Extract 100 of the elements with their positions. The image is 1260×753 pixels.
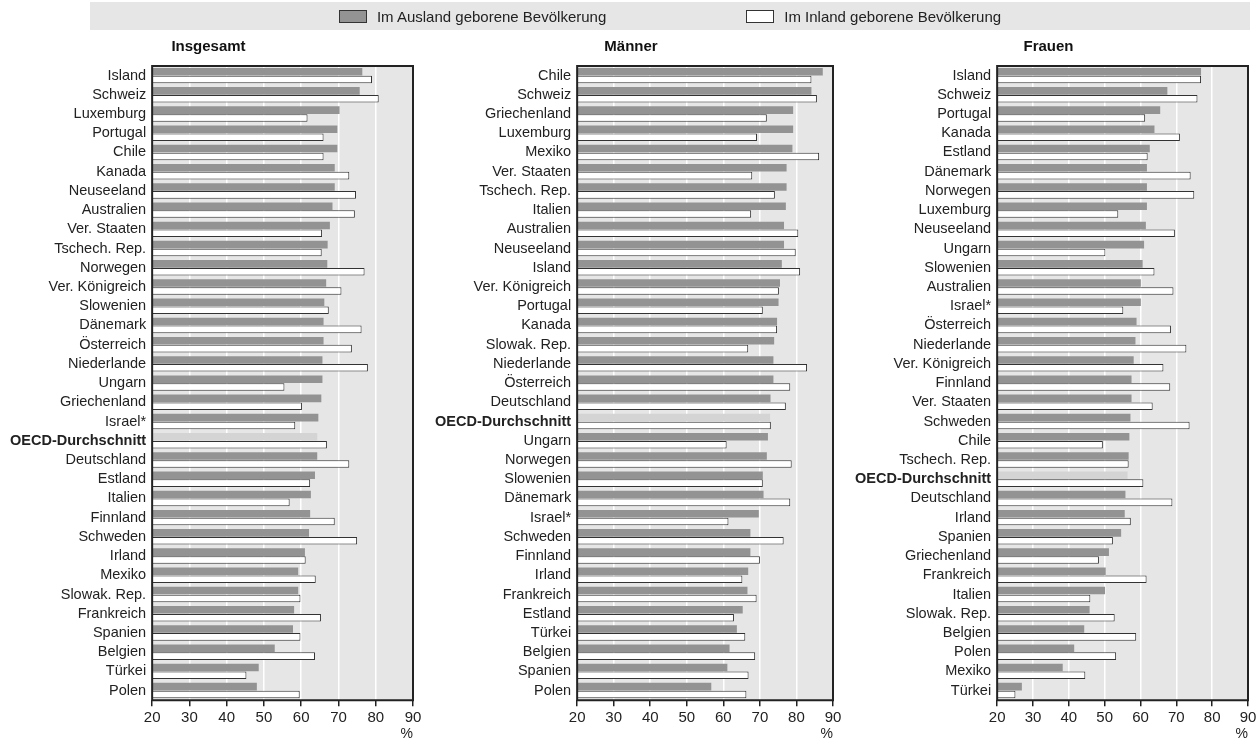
y-tick-label: Belgien <box>522 643 572 660</box>
y-tick-label: Luxemburg <box>498 124 572 141</box>
y-tick-label: Deutschland <box>65 450 147 467</box>
y-tick-label: Island <box>952 66 992 83</box>
x-tick-label: 20 <box>988 708 1006 726</box>
y-tick-label: Israel* <box>530 508 572 525</box>
y-tick-label: Neuseeland <box>68 181 147 198</box>
y-tick-label: Ver. Königreich <box>893 354 992 371</box>
x-tick-label: 60 <box>1132 708 1149 726</box>
y-tick-label: Schweiz <box>92 85 147 102</box>
y-tick-label: Luxemburg <box>73 105 147 122</box>
y-tick-label: Spanien <box>937 527 992 544</box>
x-tick-label: 80 <box>1203 708 1221 726</box>
y-tick-label: Chile <box>958 431 992 448</box>
x-tick-label: 30 <box>605 708 623 726</box>
y-tick-label: Schweiz <box>517 85 572 102</box>
y-tick-label: Deutschland <box>490 393 572 410</box>
chart-title: Männer <box>604 37 658 55</box>
y-tick-label: Finnland <box>935 374 992 391</box>
y-tick-label: Ver. Staaten <box>67 220 147 237</box>
y-tick-label: Australien <box>506 220 572 237</box>
y-tick-label: Frankreich <box>77 604 147 621</box>
y-tick-label: Israel* <box>105 412 147 429</box>
y-tick-label: Belgien <box>942 623 992 640</box>
y-tick-label: Tschech. Rep. <box>479 181 572 198</box>
x-tick-label: 50 <box>255 708 273 726</box>
y-tick-label: Frankreich <box>502 585 572 602</box>
y-tick-label: OECD-Durchschnitt <box>9 431 147 448</box>
y-tick-label: Österreich <box>924 315 992 333</box>
y-tick-label: Mexiko <box>525 143 572 160</box>
x-tick-label: 50 <box>1096 708 1113 726</box>
y-tick-label: Türkei <box>105 662 147 679</box>
y-tick-label: Neuseeland <box>493 239 572 256</box>
y-tick-label: Ungarn <box>523 431 572 448</box>
x-tick-label: 20 <box>568 708 586 726</box>
y-tick-label: Dänemark <box>79 316 147 333</box>
y-tick-label: Belgien <box>97 643 147 660</box>
x-axis-title: % <box>400 725 413 742</box>
y-tick-label: Ver. Königreich <box>48 278 147 295</box>
y-tick-label: Polen <box>954 643 992 660</box>
y-tick-label: Spanien <box>517 662 572 679</box>
y-tick-label: Ver. Staaten <box>492 162 572 179</box>
x-tick-label: 80 <box>788 708 805 726</box>
y-tick-label: Ungarn <box>943 239 992 256</box>
x-tick-label: 30 <box>181 708 198 726</box>
y-tick-label: Polen <box>109 681 147 698</box>
y-tick-label: OECD-Durchschnitt <box>434 412 572 429</box>
y-tick-label: Türkei <box>530 623 572 640</box>
legend-label: Im Inland geborene Bevölkerung <box>784 7 1002 25</box>
y-tick-label: Niederlande <box>912 335 992 352</box>
y-tick-label: Österreich <box>79 334 147 352</box>
x-tick-label: 90 <box>404 708 422 726</box>
y-tick-label: Tschech. Rep. <box>54 239 147 256</box>
y-tick-label: Niederlande <box>492 354 572 371</box>
y-tick-label: Finnland <box>515 547 572 564</box>
x-tick-label: 40 <box>1060 708 1078 726</box>
y-tick-label: Italien <box>952 585 992 602</box>
x-tick-label: 80 <box>367 708 385 726</box>
y-tick-label: Mexiko <box>945 662 992 679</box>
y-tick-label: Kanada <box>96 162 148 179</box>
y-tick-label: Deutschland <box>910 489 992 506</box>
y-tick-label: Tschech. Rep. <box>899 450 992 467</box>
y-tick-label: Schweiz <box>937 85 992 102</box>
x-tick-label: 30 <box>1024 708 1042 726</box>
y-tick-label: Schweden <box>78 527 147 544</box>
x-tick-label: 70 <box>751 708 769 726</box>
y-tick-label: Kanada <box>521 316 573 333</box>
y-tick-label: Mexiko <box>100 566 147 583</box>
legend-label: Im Ausland geborene Bevölkerung <box>376 7 607 25</box>
y-tick-label: OECD-Durchschnitt <box>854 470 992 487</box>
y-tick-label: Norwegen <box>925 181 992 198</box>
y-tick-label: Israel* <box>950 297 992 314</box>
y-tick-label: Chile <box>113 143 147 160</box>
y-tick-label: Australien <box>81 201 147 218</box>
y-tick-label: Irland <box>534 566 572 583</box>
y-tick-label: Norwegen <box>80 258 147 275</box>
y-tick-label: Schweden <box>923 412 992 429</box>
y-tick-label: Chile <box>538 66 572 83</box>
y-tick-label: Ver. Staaten <box>912 393 992 410</box>
y-tick-label: Slowak. Rep. <box>60 585 147 602</box>
x-tick-label: 50 <box>678 708 696 726</box>
y-tick-label: Portugal <box>517 297 572 314</box>
x-tick-label: 70 <box>1167 708 1185 726</box>
y-tick-label: Griechenland <box>59 393 147 410</box>
x-tick-label: 60 <box>715 708 732 726</box>
y-tick-label: Estland <box>522 604 572 621</box>
x-axis-title: % <box>1235 725 1248 742</box>
x-tick-label: 90 <box>1239 708 1257 726</box>
y-tick-label: Italien <box>107 489 147 506</box>
y-tick-label: Norwegen <box>505 450 572 467</box>
y-tick-label: Spanien <box>92 623 147 640</box>
y-tick-label: Polen <box>534 681 572 698</box>
y-tick-label: Griechenland <box>484 105 572 122</box>
y-tick-label: Slowak. Rep. <box>485 335 572 352</box>
y-tick-label: Österreich <box>504 373 572 391</box>
y-tick-label: Slowenien <box>79 297 147 314</box>
chart-title: Insgesamt <box>171 37 246 55</box>
chart-title: Frauen <box>1023 37 1074 55</box>
y-tick-label: Irland <box>954 508 992 525</box>
x-tick-label: 70 <box>330 708 347 726</box>
